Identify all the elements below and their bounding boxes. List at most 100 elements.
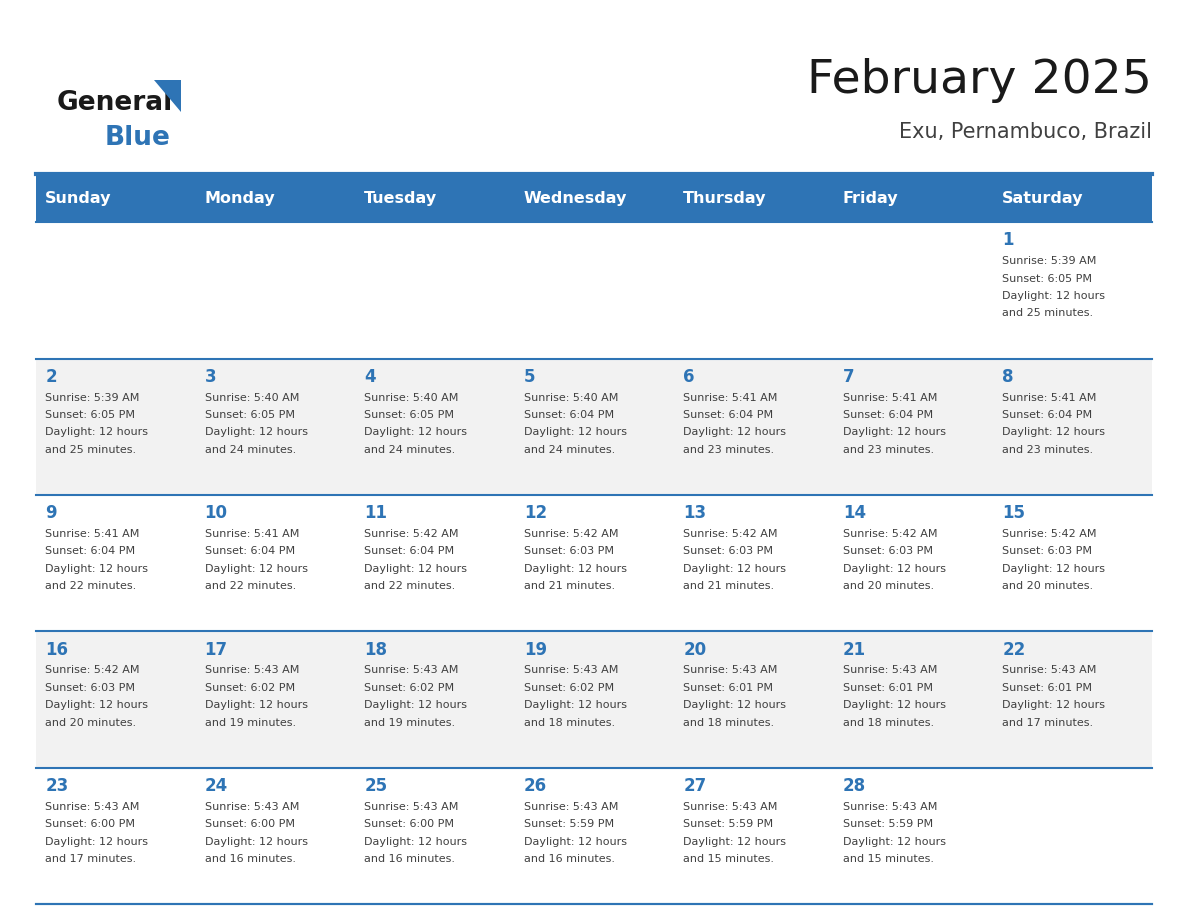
Text: Sunrise: 5:39 AM: Sunrise: 5:39 AM: [45, 393, 139, 402]
Text: Sunrise: 5:42 AM: Sunrise: 5:42 AM: [45, 666, 140, 676]
Text: Sunrise: 5:43 AM: Sunrise: 5:43 AM: [204, 666, 299, 676]
Text: Tuesday: Tuesday: [365, 191, 437, 206]
Text: and 19 minutes.: and 19 minutes.: [365, 718, 455, 728]
Text: Blue: Blue: [105, 125, 170, 151]
Bar: [993, 222, 1152, 359]
Bar: [355, 222, 514, 359]
Text: Sunrise: 5:43 AM: Sunrise: 5:43 AM: [365, 801, 459, 812]
Text: Sunset: 6:03 PM: Sunset: 6:03 PM: [45, 683, 135, 693]
Text: Sunday: Sunday: [45, 191, 112, 206]
Bar: [355, 359, 514, 495]
Text: Sunrise: 5:40 AM: Sunrise: 5:40 AM: [524, 393, 618, 402]
Bar: [195, 359, 355, 495]
Text: Sunset: 6:04 PM: Sunset: 6:04 PM: [842, 410, 933, 420]
Text: and 18 minutes.: and 18 minutes.: [524, 718, 615, 728]
Text: Daylight: 12 hours: Daylight: 12 hours: [683, 700, 786, 711]
Text: 20: 20: [683, 641, 707, 658]
Text: and 23 minutes.: and 23 minutes.: [842, 445, 934, 454]
Text: Sunrise: 5:43 AM: Sunrise: 5:43 AM: [842, 666, 937, 676]
Text: Sunset: 6:00 PM: Sunset: 6:00 PM: [365, 819, 454, 829]
Text: Sunrise: 5:41 AM: Sunrise: 5:41 AM: [45, 529, 139, 539]
Text: Daylight: 12 hours: Daylight: 12 hours: [365, 428, 467, 437]
Bar: [36, 174, 1152, 222]
Text: and 23 minutes.: and 23 minutes.: [683, 445, 775, 454]
Bar: [195, 632, 355, 767]
Text: 12: 12: [524, 504, 546, 522]
Text: 28: 28: [842, 777, 866, 795]
Text: Daylight: 12 hours: Daylight: 12 hours: [842, 700, 946, 711]
Text: Sunrise: 5:42 AM: Sunrise: 5:42 AM: [1003, 529, 1097, 539]
Text: 24: 24: [204, 777, 228, 795]
Bar: [514, 767, 674, 904]
Text: Sunrise: 5:41 AM: Sunrise: 5:41 AM: [204, 529, 299, 539]
Text: Daylight: 12 hours: Daylight: 12 hours: [45, 428, 148, 437]
Text: February 2025: February 2025: [808, 58, 1152, 104]
Text: Daylight: 12 hours: Daylight: 12 hours: [524, 428, 627, 437]
Text: Daylight: 12 hours: Daylight: 12 hours: [365, 836, 467, 846]
Text: and 17 minutes.: and 17 minutes.: [45, 854, 137, 864]
Bar: [514, 495, 674, 632]
Bar: [993, 359, 1152, 495]
Text: Daylight: 12 hours: Daylight: 12 hours: [1003, 700, 1105, 711]
Text: 6: 6: [683, 368, 695, 386]
Text: Daylight: 12 hours: Daylight: 12 hours: [1003, 564, 1105, 574]
Bar: [355, 767, 514, 904]
Text: and 15 minutes.: and 15 minutes.: [683, 854, 775, 864]
Text: and 16 minutes.: and 16 minutes.: [204, 854, 296, 864]
Text: Sunset: 6:04 PM: Sunset: 6:04 PM: [1003, 410, 1093, 420]
Bar: [993, 632, 1152, 767]
Bar: [833, 222, 993, 359]
Text: Sunset: 6:05 PM: Sunset: 6:05 PM: [204, 410, 295, 420]
Text: Sunrise: 5:42 AM: Sunrise: 5:42 AM: [524, 529, 618, 539]
Text: Sunset: 6:04 PM: Sunset: 6:04 PM: [45, 546, 135, 556]
Text: Sunset: 6:05 PM: Sunset: 6:05 PM: [1003, 274, 1092, 284]
Text: and 22 minutes.: and 22 minutes.: [45, 581, 137, 591]
Text: Sunset: 6:02 PM: Sunset: 6:02 PM: [204, 683, 295, 693]
Text: Daylight: 12 hours: Daylight: 12 hours: [204, 836, 308, 846]
Text: Daylight: 12 hours: Daylight: 12 hours: [683, 564, 786, 574]
Text: 19: 19: [524, 641, 546, 658]
Text: 5: 5: [524, 368, 536, 386]
Polygon shape: [154, 80, 181, 112]
Text: Sunrise: 5:39 AM: Sunrise: 5:39 AM: [1003, 256, 1097, 266]
Text: Daylight: 12 hours: Daylight: 12 hours: [842, 428, 946, 437]
Text: 18: 18: [365, 641, 387, 658]
Bar: [674, 222, 833, 359]
Text: 15: 15: [1003, 504, 1025, 522]
Text: 9: 9: [45, 504, 57, 522]
Text: Daylight: 12 hours: Daylight: 12 hours: [1003, 291, 1105, 301]
Text: 22: 22: [1003, 641, 1025, 658]
Text: Sunrise: 5:40 AM: Sunrise: 5:40 AM: [204, 393, 299, 402]
Text: Sunset: 6:03 PM: Sunset: 6:03 PM: [683, 546, 773, 556]
Bar: [195, 767, 355, 904]
Text: Daylight: 12 hours: Daylight: 12 hours: [842, 836, 946, 846]
Text: Sunrise: 5:43 AM: Sunrise: 5:43 AM: [45, 801, 139, 812]
Text: and 25 minutes.: and 25 minutes.: [1003, 308, 1093, 319]
Text: and 24 minutes.: and 24 minutes.: [204, 445, 296, 454]
Text: Sunset: 6:01 PM: Sunset: 6:01 PM: [842, 683, 933, 693]
Text: Sunset: 6:00 PM: Sunset: 6:00 PM: [45, 819, 135, 829]
Text: General: General: [57, 90, 173, 116]
Text: Daylight: 12 hours: Daylight: 12 hours: [365, 700, 467, 711]
Text: Sunrise: 5:43 AM: Sunrise: 5:43 AM: [842, 801, 937, 812]
Text: Daylight: 12 hours: Daylight: 12 hours: [524, 564, 627, 574]
Text: Sunrise: 5:42 AM: Sunrise: 5:42 AM: [683, 529, 778, 539]
Text: Daylight: 12 hours: Daylight: 12 hours: [524, 700, 627, 711]
Bar: [674, 359, 833, 495]
Text: 1: 1: [1003, 231, 1013, 250]
Text: Sunrise: 5:41 AM: Sunrise: 5:41 AM: [842, 393, 937, 402]
Text: Sunset: 5:59 PM: Sunset: 5:59 PM: [842, 819, 933, 829]
Text: 10: 10: [204, 504, 228, 522]
Text: 14: 14: [842, 504, 866, 522]
Text: Sunrise: 5:40 AM: Sunrise: 5:40 AM: [365, 393, 459, 402]
Text: Daylight: 12 hours: Daylight: 12 hours: [204, 428, 308, 437]
Bar: [355, 495, 514, 632]
Text: Sunrise: 5:42 AM: Sunrise: 5:42 AM: [842, 529, 937, 539]
Bar: [36, 222, 195, 359]
Bar: [195, 495, 355, 632]
Text: Daylight: 12 hours: Daylight: 12 hours: [524, 836, 627, 846]
Text: Sunset: 6:00 PM: Sunset: 6:00 PM: [204, 819, 295, 829]
Text: 7: 7: [842, 368, 854, 386]
Text: Sunrise: 5:43 AM: Sunrise: 5:43 AM: [365, 666, 459, 676]
Text: Daylight: 12 hours: Daylight: 12 hours: [683, 428, 786, 437]
